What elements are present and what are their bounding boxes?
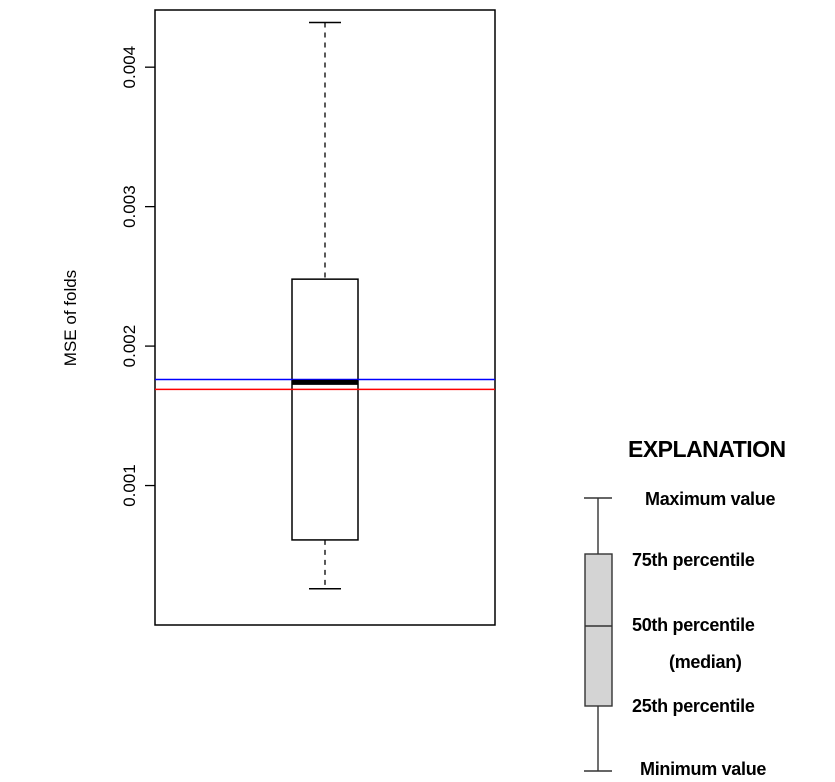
legend-box [584, 553, 613, 707]
y-tick-label: 0.001 [120, 464, 139, 507]
legend-label-25th: 25th percentile [632, 696, 755, 716]
plot-frame [154, 9, 496, 626]
y-axis-label: MSE of folds [61, 270, 80, 366]
legend-label-minimum: Minimum value [640, 759, 766, 779]
y-tick-label: 0.002 [120, 325, 139, 368]
legend-label-maximum: Maximum value [645, 489, 775, 509]
iqr-box [291, 278, 359, 541]
y-tick-label: 0.003 [120, 185, 139, 228]
legend-title: EXPLANATION [628, 436, 786, 462]
legend-label-75th: 75th percentile [632, 550, 755, 570]
plot-area: 0.001 0.002 0.003 0.004 [120, 9, 496, 626]
y-tick-label: 0.004 [120, 46, 139, 89]
legend-label-50th: 50th percentile [632, 615, 755, 635]
legend: EXPLANATION Maximum value 75th percentil… [584, 436, 786, 779]
legend-label-median: (median) [669, 652, 742, 672]
